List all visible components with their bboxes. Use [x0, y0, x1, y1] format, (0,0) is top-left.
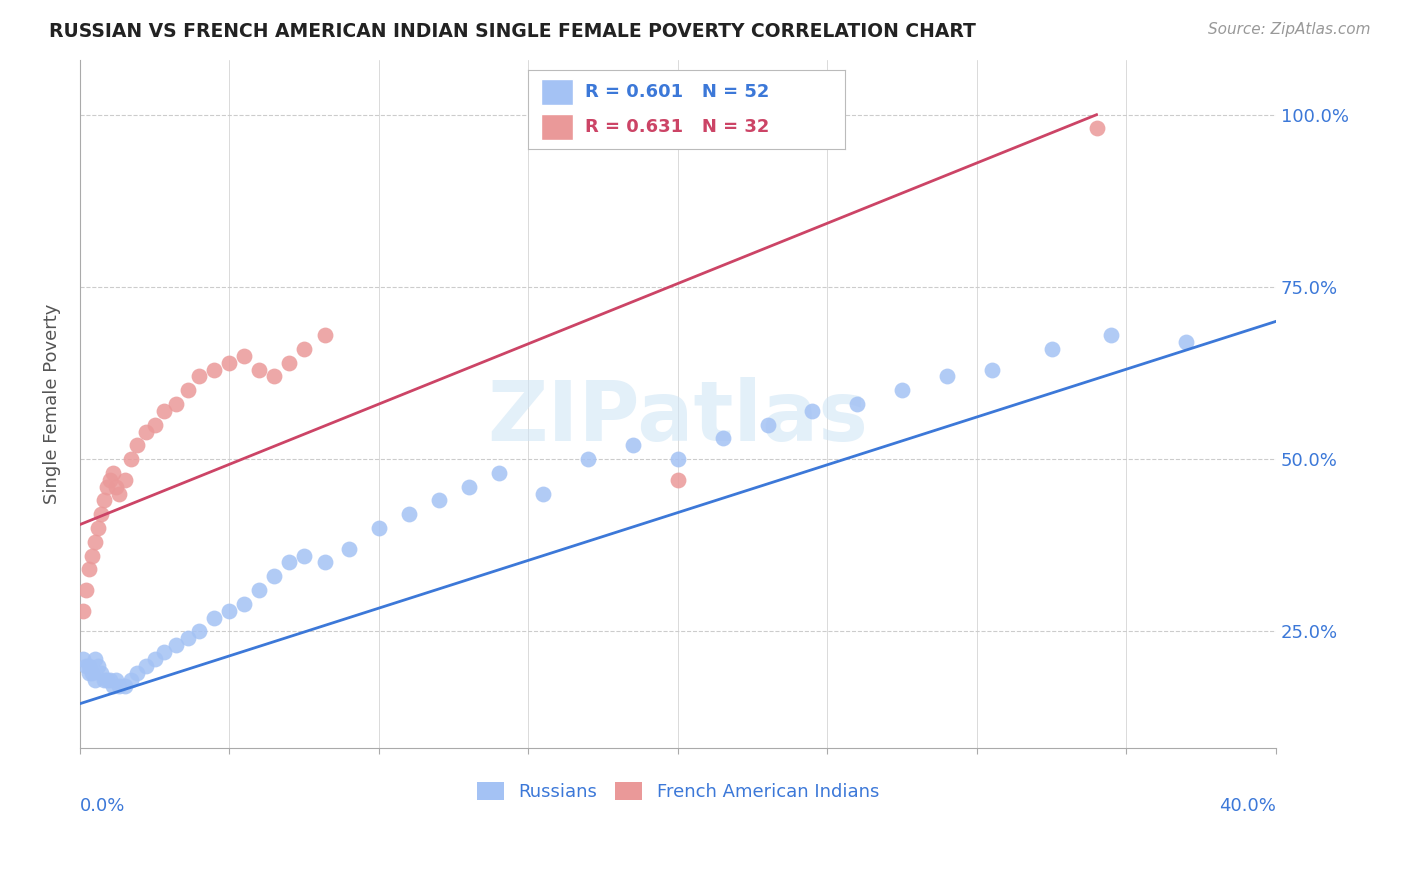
- Point: [80, 549, 103, 563]
- Point: [218, 604, 240, 618]
- Point: [90, 665, 112, 680]
- Point: [101, 466, 124, 480]
- Point: [846, 397, 869, 411]
- Point: [314, 556, 336, 570]
- Point: [176, 632, 198, 646]
- Point: [621, 438, 644, 452]
- Point: [576, 452, 599, 467]
- Point: [152, 404, 174, 418]
- Point: [247, 582, 270, 597]
- Text: ZIPatlas: ZIPatlas: [488, 377, 869, 458]
- Point: [77, 658, 100, 673]
- Point: [263, 569, 285, 583]
- Point: [107, 486, 129, 500]
- Point: [152, 645, 174, 659]
- Point: [1101, 328, 1123, 343]
- Text: 0.0%: 0.0%: [80, 797, 125, 814]
- Point: [666, 473, 689, 487]
- Point: [104, 673, 127, 687]
- Point: [120, 673, 142, 687]
- Point: [77, 665, 100, 680]
- Point: [165, 397, 187, 411]
- Point: [143, 417, 166, 432]
- Point: [135, 425, 157, 439]
- Point: [204, 610, 226, 624]
- Point: [96, 480, 118, 494]
- Y-axis label: Single Female Poverty: Single Female Poverty: [44, 304, 60, 504]
- Point: [367, 521, 389, 535]
- Point: [1040, 342, 1063, 356]
- Point: [83, 673, 105, 687]
- Point: [427, 493, 450, 508]
- Point: [1085, 121, 1108, 136]
- Point: [263, 369, 285, 384]
- Point: [114, 680, 136, 694]
- Point: [72, 604, 94, 618]
- Point: [292, 549, 315, 563]
- Point: [278, 556, 301, 570]
- Point: [188, 369, 211, 384]
- Point: [176, 384, 198, 398]
- Point: [278, 356, 301, 370]
- Point: [90, 508, 112, 522]
- Point: [83, 534, 105, 549]
- Point: [98, 473, 121, 487]
- Point: [398, 508, 420, 522]
- Point: [165, 638, 187, 652]
- Point: [80, 665, 103, 680]
- Point: [218, 356, 240, 370]
- Point: [104, 480, 127, 494]
- Point: [337, 541, 360, 556]
- Point: [107, 680, 129, 694]
- Point: [314, 328, 336, 343]
- Point: [711, 432, 734, 446]
- Text: Source: ZipAtlas.com: Source: ZipAtlas.com: [1208, 22, 1371, 37]
- Point: [87, 521, 110, 535]
- Point: [531, 486, 554, 500]
- Point: [457, 480, 479, 494]
- Point: [75, 658, 97, 673]
- Point: [188, 624, 211, 639]
- Point: [96, 673, 118, 687]
- Point: [114, 473, 136, 487]
- Point: [801, 404, 824, 418]
- Point: [125, 438, 148, 452]
- Point: [143, 652, 166, 666]
- Point: [980, 362, 1002, 376]
- Point: [891, 384, 914, 398]
- Point: [204, 362, 226, 376]
- Point: [75, 582, 97, 597]
- Point: [83, 652, 105, 666]
- Point: [72, 652, 94, 666]
- Point: [936, 369, 959, 384]
- Point: [247, 362, 270, 376]
- Point: [77, 562, 100, 576]
- Point: [292, 342, 315, 356]
- Text: 40.0%: 40.0%: [1219, 797, 1277, 814]
- Point: [120, 452, 142, 467]
- Point: [93, 673, 115, 687]
- Point: [1175, 334, 1198, 349]
- Point: [101, 680, 124, 694]
- Text: RUSSIAN VS FRENCH AMERICAN INDIAN SINGLE FEMALE POVERTY CORRELATION CHART: RUSSIAN VS FRENCH AMERICAN INDIAN SINGLE…: [49, 22, 976, 41]
- Point: [233, 597, 256, 611]
- Point: [125, 665, 148, 680]
- Point: [135, 658, 157, 673]
- Point: [98, 673, 121, 687]
- Point: [87, 658, 110, 673]
- Point: [93, 493, 115, 508]
- Point: [233, 349, 256, 363]
- Legend: Russians, French American Indians: Russians, French American Indians: [470, 774, 886, 808]
- Point: [666, 452, 689, 467]
- Point: [488, 466, 510, 480]
- Point: [756, 417, 779, 432]
